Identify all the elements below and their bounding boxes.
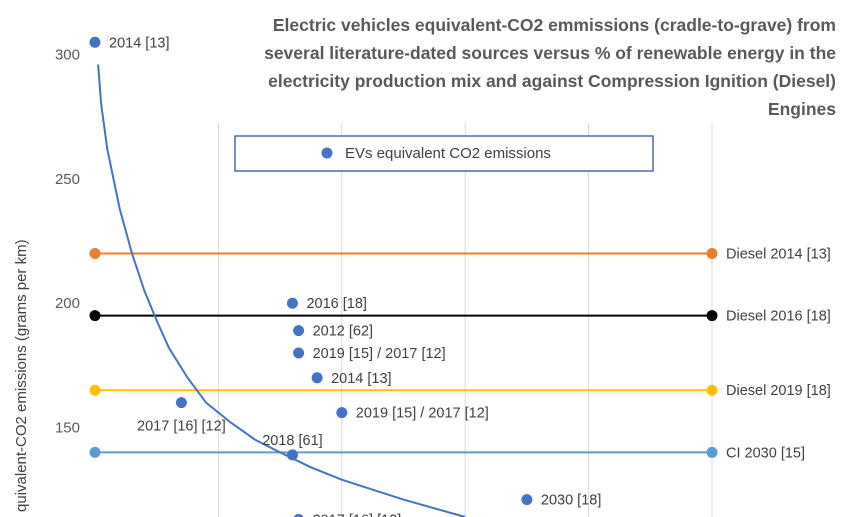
reference-label: CI 2030 [15] xyxy=(726,445,805,461)
data-point xyxy=(311,372,323,384)
y-tick-label: 200 xyxy=(55,295,80,312)
data-label: 2012 [62] xyxy=(313,324,373,340)
data-label: 2019 [15] / 2017 [12] xyxy=(313,346,446,362)
data-label: 2017 [16] [12] xyxy=(137,419,226,435)
y-tick-label: 150 xyxy=(55,420,80,437)
reference-marker xyxy=(706,446,718,458)
data-point xyxy=(89,36,101,48)
data-label: 2018 [61] xyxy=(262,433,322,449)
y-tick-label: 300 xyxy=(55,47,80,64)
chart-title-line: electricity production mix and against C… xyxy=(268,71,836,91)
chart-title: Electric vehicles equivalent-CO2 emmissi… xyxy=(264,15,836,119)
reference-label: Diesel 2019 [18] xyxy=(726,383,831,399)
y-axis-label: quivalent-CO2 emissions (grams per km) xyxy=(13,239,30,512)
trend-curve xyxy=(97,64,466,517)
legend-label: EVs equivalent CO2 emissions xyxy=(345,145,551,162)
data-label: 2019 [15] / 2017 [12] xyxy=(356,406,489,422)
data-point xyxy=(286,449,298,461)
chart-title-line: Engines xyxy=(768,99,836,119)
data-label: 2030 [18] xyxy=(541,493,601,509)
reference-marker xyxy=(89,384,101,396)
chart-title-line: Electric vehicles equivalent-CO2 emmissi… xyxy=(273,15,836,35)
reference-marker xyxy=(89,310,101,322)
reference-marker xyxy=(706,310,718,322)
data-point xyxy=(175,397,187,409)
legend: EVs equivalent CO2 emissions xyxy=(234,135,654,172)
reference-marker xyxy=(89,248,101,260)
y-tick-label: 250 xyxy=(55,171,80,188)
data-label: 2014 [13] xyxy=(331,371,391,387)
data-point xyxy=(293,347,305,359)
data-point xyxy=(286,297,298,309)
reference-marker xyxy=(706,384,718,396)
reference-lines: Diesel 2014 [13] Diesel 2016 [18] Diesel 2… xyxy=(89,247,831,461)
y-axis-ticks: 150 200 250 300 xyxy=(55,47,80,437)
data-label: 2014 [13] xyxy=(109,35,169,51)
data-point xyxy=(293,325,305,337)
reference-label: Diesel 2014 [13] xyxy=(726,247,831,263)
chart-title-line: several literature-dated sources versus … xyxy=(264,43,836,63)
reference-label: Diesel 2016 [18] xyxy=(726,309,831,325)
reference-marker xyxy=(706,248,718,260)
legend-marker xyxy=(321,147,333,159)
data-point xyxy=(293,513,304,517)
legend-box xyxy=(234,135,654,172)
reference-marker xyxy=(89,446,101,458)
data-label: 2016 [18] xyxy=(306,296,366,312)
data-label: 2017 [16] [12] xyxy=(313,512,402,517)
data-point xyxy=(521,494,533,506)
ev-points: 2014 [13] 2017 [16] [12] 2016 [18] 2012 [62… xyxy=(89,35,601,517)
data-point xyxy=(336,407,348,419)
